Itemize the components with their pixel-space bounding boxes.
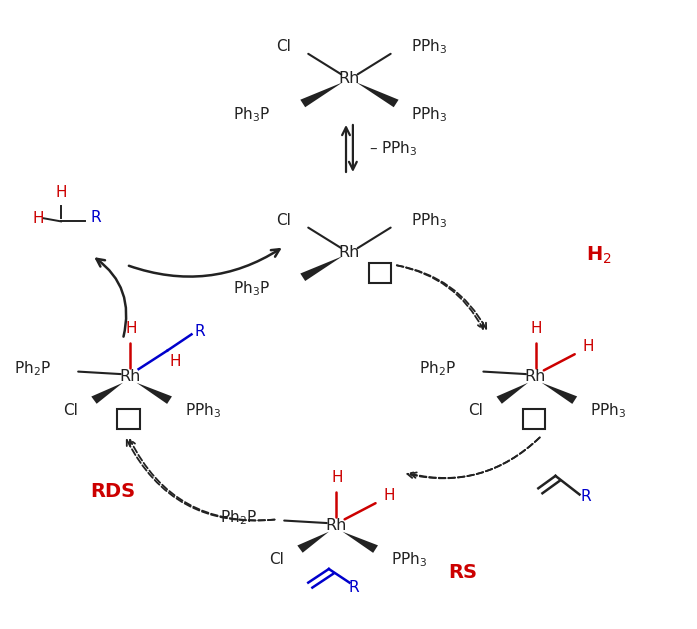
Text: R: R [91, 209, 101, 225]
Text: Rh: Rh [325, 518, 346, 533]
Polygon shape [298, 532, 329, 553]
Text: RDS: RDS [90, 482, 135, 501]
Text: Cl: Cl [269, 552, 284, 567]
Text: H: H [583, 339, 595, 354]
Text: Cl: Cl [468, 403, 483, 418]
Text: Rh: Rh [119, 369, 140, 384]
Text: Cl: Cl [276, 213, 291, 228]
Bar [117, 409, 140, 430]
Polygon shape [356, 82, 399, 107]
Text: PPh$_3$: PPh$_3$ [411, 105, 447, 124]
Text: Rh: Rh [339, 71, 360, 86]
Polygon shape [542, 383, 577, 404]
Text: Cl: Cl [63, 403, 78, 418]
Text: Ph$_3$P: Ph$_3$P [233, 279, 270, 298]
Text: H: H [125, 321, 137, 337]
Polygon shape [496, 383, 528, 404]
Text: H: H [384, 488, 395, 503]
Text: Ph$_2$P: Ph$_2$P [419, 360, 456, 379]
Text: PPh$_3$: PPh$_3$ [411, 37, 447, 56]
Polygon shape [91, 383, 123, 404]
Bar [369, 263, 391, 284]
Text: H$_2$: H$_2$ [586, 245, 612, 266]
Text: R: R [581, 489, 592, 504]
Text: H: H [331, 470, 343, 485]
Polygon shape [343, 532, 378, 553]
Text: H: H [530, 321, 542, 337]
Text: R: R [195, 325, 206, 340]
Text: R: R [348, 580, 359, 595]
Text: Cl: Cl [276, 39, 291, 54]
Text: PPh$_3$: PPh$_3$ [185, 401, 221, 420]
Text: – PPh$_3$: – PPh$_3$ [369, 139, 418, 158]
Text: Ph$_2$P: Ph$_2$P [14, 360, 51, 379]
Text: RS: RS [448, 562, 477, 582]
Text: Rh: Rh [339, 245, 360, 260]
Text: Ph$_2$P: Ph$_2$P [220, 509, 256, 528]
Polygon shape [300, 256, 343, 281]
Polygon shape [137, 383, 172, 404]
Text: Rh: Rh [524, 369, 546, 384]
Text: H: H [169, 354, 181, 369]
Text: Ph$_3$P: Ph$_3$P [233, 105, 270, 124]
Text: H: H [55, 185, 67, 199]
Text: H: H [33, 211, 44, 226]
Text: PPh$_3$: PPh$_3$ [590, 401, 626, 420]
Bar [523, 409, 545, 430]
Polygon shape [300, 82, 343, 107]
Text: PPh$_3$: PPh$_3$ [411, 211, 447, 230]
Text: PPh$_3$: PPh$_3$ [390, 550, 427, 569]
